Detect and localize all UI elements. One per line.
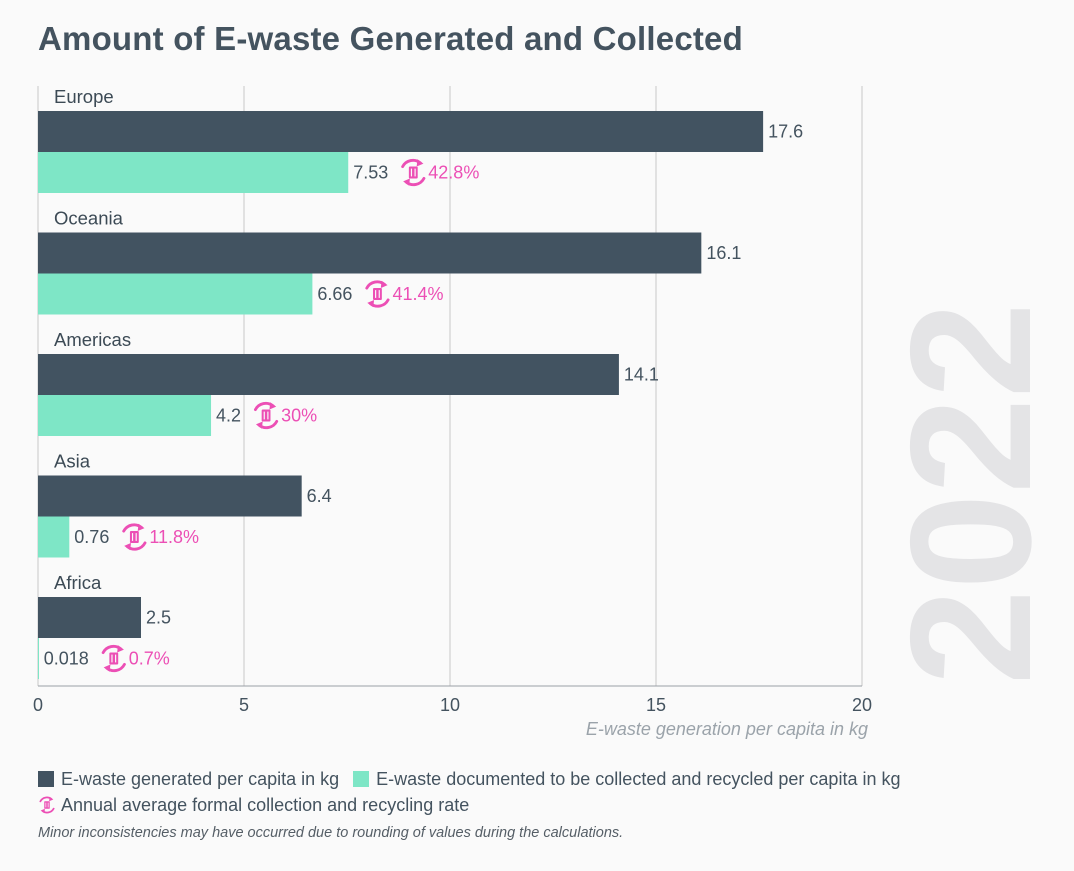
labels-group: Europe 17.6 7.53 42.8% Oceania 16.1 6.66 41.4% A…	[44, 86, 803, 673]
bar-collected	[38, 516, 70, 558]
legend-item-collected: E-waste documented to be collected and r…	[353, 769, 900, 790]
rate-label: 0.7%	[129, 649, 170, 669]
value-label-collected: 6.66	[317, 284, 352, 304]
category-label: Africa	[54, 572, 102, 593]
rate-label: 42.8%	[428, 163, 479, 183]
recycle-circle-icon	[365, 280, 390, 308]
bar-generated	[38, 354, 619, 395]
bar-chart: 2022 Europe 17.6 7.53 42.8% Oceania 16.1 6.66 4…	[33, 86, 1067, 739]
footnote: Minor inconsistencies may have occurred …	[38, 825, 624, 841]
recycle-circle-icon	[401, 158, 426, 187]
legend-row-rate: Annual average formal collection and rec…	[38, 792, 914, 818]
bars-group	[38, 111, 764, 679]
recycle-circle-icon	[101, 644, 126, 673]
rate-label: 30%	[281, 406, 317, 426]
category-label: Oceania	[54, 208, 124, 229]
category-label: Americas	[54, 329, 131, 350]
value-label-collected: 4.2	[216, 406, 241, 426]
recycle-circle-icon	[253, 401, 279, 430]
value-label-collected: 0.76	[74, 527, 109, 547]
legend: E-waste generated per capita in kg E-was…	[38, 766, 914, 818]
bar-generated	[38, 597, 141, 638]
x-axis: 0 5 10 15 20	[33, 685, 872, 715]
legend-item-rate: Annual average formal collection and rec…	[38, 795, 469, 816]
recycle-circle-icon	[122, 523, 147, 551]
legend-label-generated: E-waste generated per capita in kg	[61, 768, 340, 789]
x-tick-label: 10	[440, 695, 460, 715]
bar-collected	[38, 152, 349, 193]
category-label: Asia	[54, 451, 91, 472]
x-tick-label: 5	[239, 695, 249, 715]
value-label-generated: 14.1	[624, 365, 659, 385]
legend-label-collected: E-waste documented to be collected and r…	[376, 768, 901, 789]
category-label: Europe	[54, 86, 114, 107]
x-tick-label: 20	[852, 695, 872, 715]
legend-row-series: E-waste generated per capita in kg E-was…	[38, 766, 914, 792]
value-label-generated: 6.4	[307, 486, 332, 506]
x-axis-label: E-waste generation per capita in kg	[586, 719, 868, 739]
recycle-circle-icon	[39, 796, 55, 814]
value-label-generated: 16.1	[706, 243, 741, 263]
value-label-collected: 7.53	[353, 163, 388, 183]
year-watermark: 2022	[875, 302, 1067, 685]
legend-swatch-collected	[353, 771, 370, 787]
x-tick-label: 15	[646, 695, 666, 715]
bar-collected	[38, 638, 39, 679]
bar-generated	[38, 232, 702, 274]
value-label-generated: 2.5	[146, 608, 171, 628]
bar-generated	[38, 111, 764, 152]
value-label-collected: 0.018	[44, 649, 89, 669]
rate-label: 11.8%	[149, 527, 199, 547]
bar-collected	[38, 273, 313, 315]
legend-item-generated: E-waste generated per capita in kg	[38, 769, 339, 790]
bar-generated	[38, 475, 302, 517]
x-tick-label: 0	[33, 695, 43, 715]
rate-label: 41.4%	[392, 284, 443, 304]
legend-label-rate: Annual average formal collection and rec…	[61, 794, 470, 815]
value-label-generated: 17.6	[768, 122, 803, 142]
legend-swatch-generated	[38, 771, 54, 787]
chart-title: Amount of E-waste Generated and Collecte…	[38, 20, 743, 57]
bar-collected	[38, 395, 212, 436]
